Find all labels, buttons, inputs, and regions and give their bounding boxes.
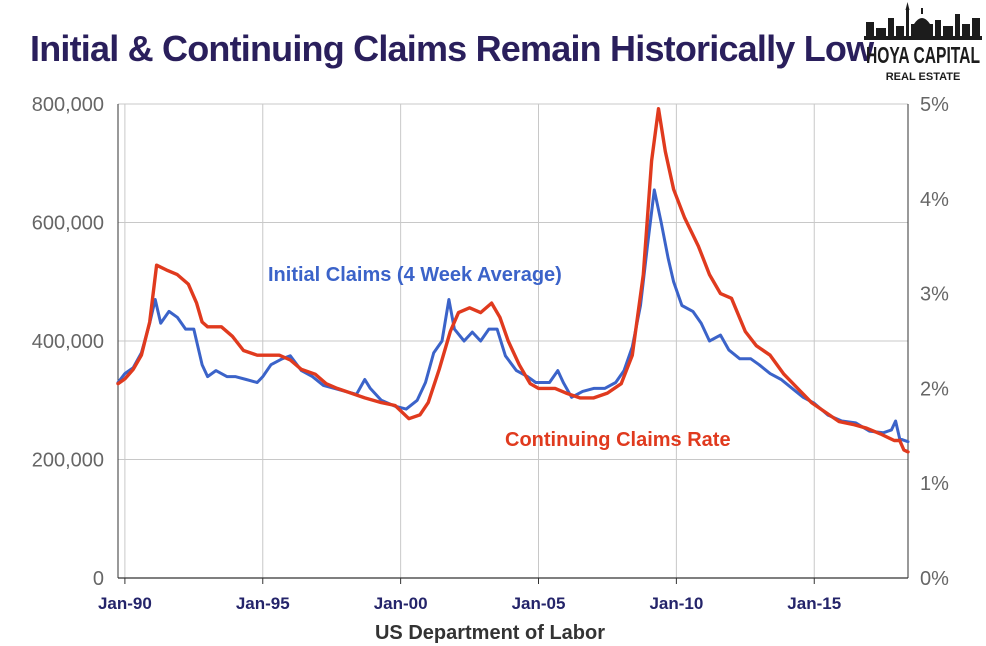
y-left-tick-label: 800,000 xyxy=(32,94,104,116)
series-continuing-claims-rate-label: Continuing Claims Rate xyxy=(505,429,731,451)
chart-grid xyxy=(118,103,908,578)
source-label: US Department of Labor xyxy=(375,622,605,644)
y-left-tick-label: 600,000 xyxy=(32,213,104,235)
y-right-tick-label: 3% xyxy=(920,284,949,306)
x-tick-label: Jan-10 xyxy=(649,594,703,613)
y-right-tick-label: 0% xyxy=(920,568,949,590)
x-tick-label: Jan-15 xyxy=(787,594,841,613)
x-tick-label: Jan-95 xyxy=(236,594,290,613)
series-continuing-claims-rate xyxy=(116,107,910,454)
chart-series xyxy=(116,107,910,454)
hoya-capital-logo: HOYA CAPITAL REAL ESTATE xyxy=(864,2,982,83)
logo-subtitle: REAL ESTATE xyxy=(886,71,961,83)
x-tick-label: Jan-90 xyxy=(98,594,152,613)
y-left-tick-label: 0 xyxy=(93,568,104,590)
y-right-tick-label: 4% xyxy=(920,189,949,211)
chart-axes xyxy=(117,104,909,584)
x-tick-label: Jan-00 xyxy=(374,594,428,613)
y-left-tick-label: 400,000 xyxy=(32,331,104,353)
page-title: Initial & Continuing Claims Remain Histo… xyxy=(30,28,874,69)
chart-labels: 0 200,000 400,000 600,000 800,000 0% 1% 2% 3% 4% 5… xyxy=(32,94,949,613)
series-initial-claims xyxy=(116,188,910,444)
series-initial-claims-label: Initial Claims (4 Week Average) xyxy=(268,264,562,286)
x-tick-label: Jan-05 xyxy=(512,594,566,613)
y-left-tick-label: 200,000 xyxy=(32,450,104,472)
logo-name: HOYA CAPITAL xyxy=(866,42,980,68)
y-right-tick-label: 2% xyxy=(920,378,949,400)
y-right-tick-label: 5% xyxy=(920,94,949,116)
skyline-icon xyxy=(864,2,982,40)
y-right-tick-label: 1% xyxy=(920,473,949,495)
